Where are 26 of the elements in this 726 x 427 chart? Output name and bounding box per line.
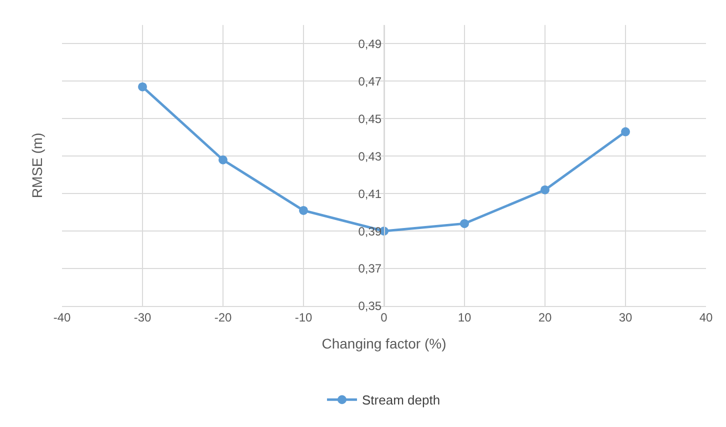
point bbox=[621, 127, 630, 136]
x-tick-label: -10 bbox=[294, 310, 312, 324]
legend-label: Stream depth bbox=[362, 392, 440, 408]
y-tick-label: 0,39 bbox=[358, 224, 382, 238]
y-tick-label: 0,41 bbox=[358, 186, 382, 201]
x-tick-label: 40 bbox=[699, 310, 713, 324]
point bbox=[460, 219, 469, 228]
y-tick-label: 0,37 bbox=[358, 262, 382, 276]
x-tick-label: -40 bbox=[53, 310, 71, 324]
y-axis-title: RMSE (m) bbox=[29, 132, 46, 198]
x-tick-label: -20 bbox=[214, 310, 232, 324]
x-tick-label: 10 bbox=[458, 310, 472, 324]
x-tick-label: 30 bbox=[618, 310, 632, 324]
point bbox=[299, 206, 308, 215]
y-tick-label: 0,47 bbox=[358, 74, 382, 88]
y-tick-label: 0,45 bbox=[358, 112, 382, 126]
y-tick-label: 0,49 bbox=[358, 36, 382, 51]
x-tick-label: 0 bbox=[380, 310, 388, 324]
point bbox=[540, 185, 550, 194]
point bbox=[218, 155, 228, 164]
point bbox=[138, 82, 147, 92]
x-axis-title: Changing factor (%) bbox=[322, 336, 446, 352]
y-tick-label: 0,43 bbox=[358, 149, 382, 164]
y-tick-label: 0,35 bbox=[358, 299, 382, 314]
x-tick-label: 20 bbox=[538, 310, 552, 324]
x-tick-label: -30 bbox=[134, 310, 152, 324]
